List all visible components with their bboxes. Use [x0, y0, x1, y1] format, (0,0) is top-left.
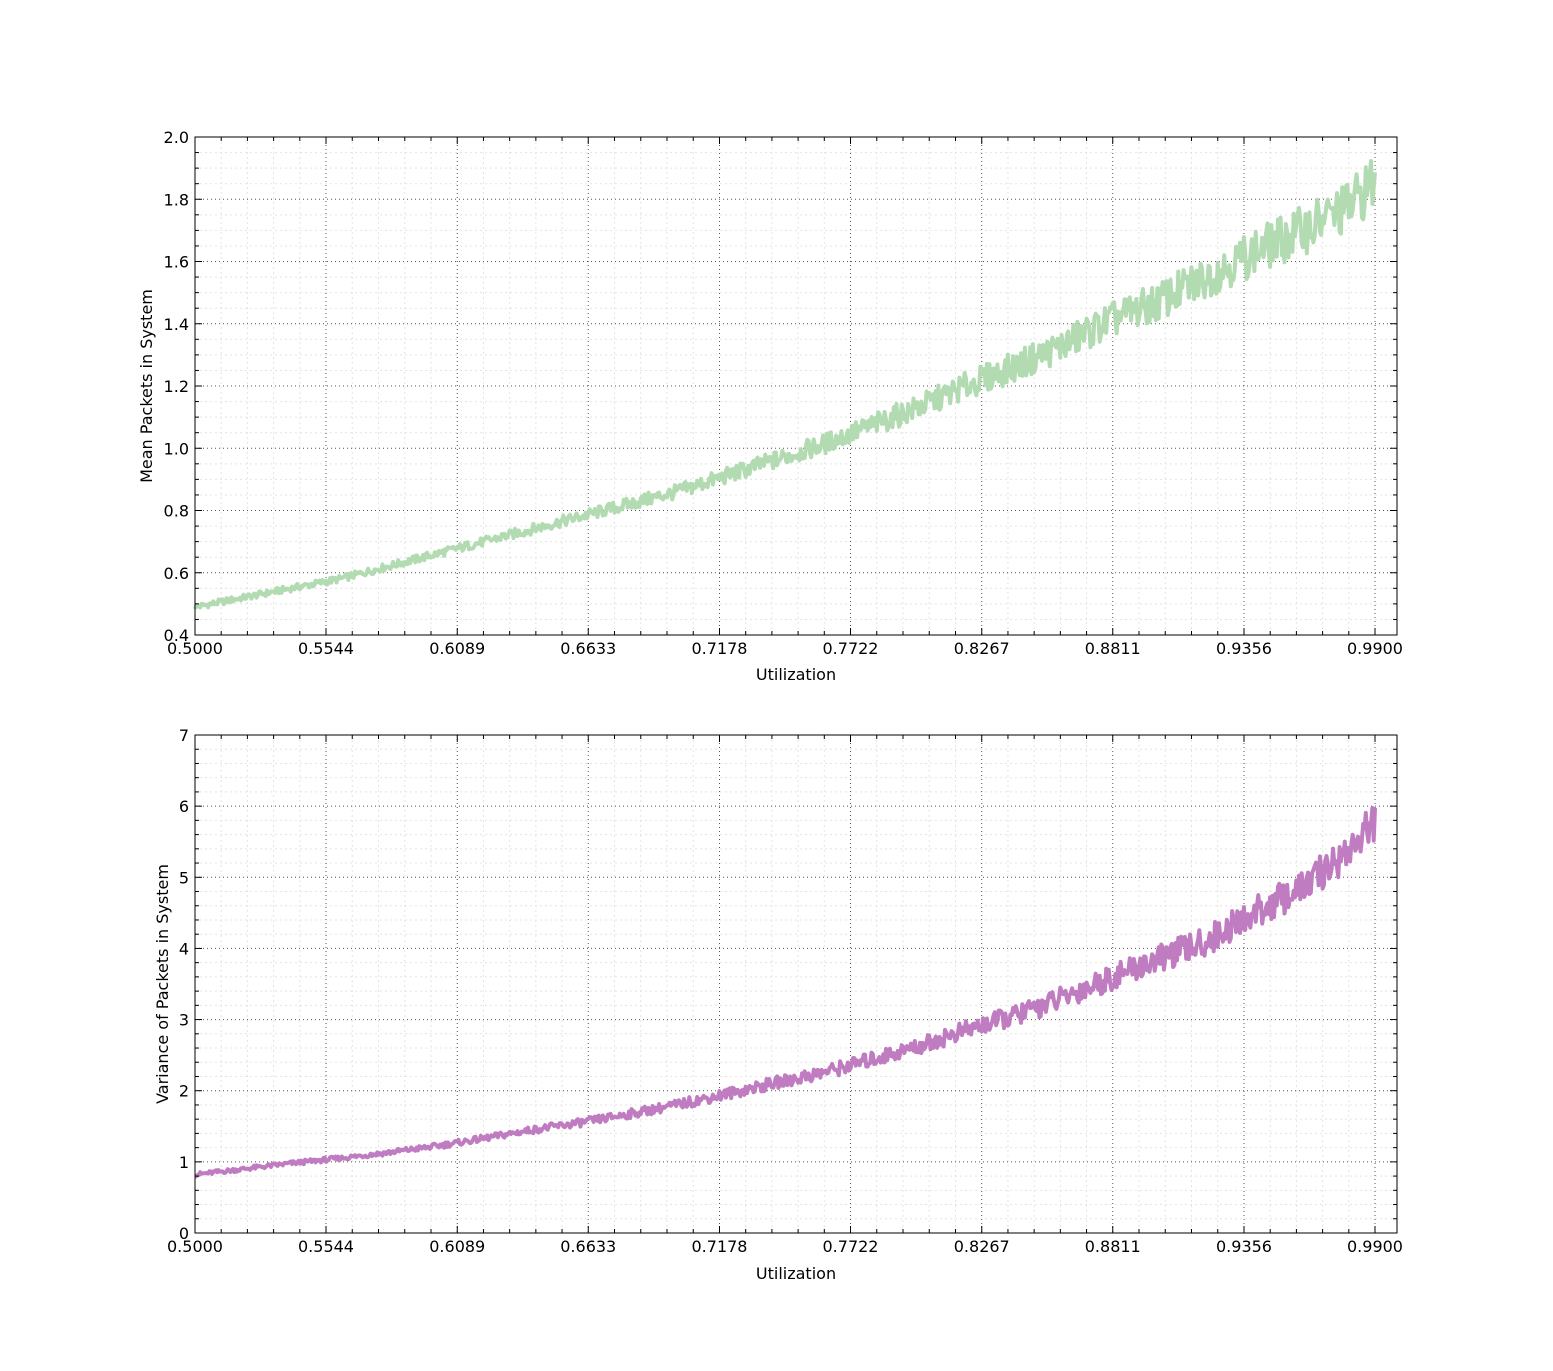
x-axis-label: Utilization: [756, 665, 836, 684]
x-tick-label: 0.6633: [560, 1237, 616, 1256]
major-grid: [194, 136, 1397, 636]
plot-frame: [194, 734, 1398, 1234]
y-tick-label: 1.6: [164, 253, 189, 272]
y-tick-label: 6: [179, 797, 189, 816]
x-tick-label: 0.5544: [298, 1237, 354, 1256]
series-layer: [194, 806, 1377, 1179]
y-tick-label: 3: [179, 1011, 189, 1030]
x-tick-label: 0.7178: [692, 1237, 748, 1256]
y-tick-labels: 0.4 0.6 0.8 1.0 1.2 1.4 1.6 1.8 2.0: [164, 128, 189, 645]
y-tick-label: 1.2: [164, 377, 189, 396]
x-tick-labels: 0.5000 0.5544 0.6089 0.6633 0.7178 0.7722 0.82…: [167, 1237, 1403, 1256]
y-tick-label: 4: [179, 939, 189, 958]
y-tick-label: 0.6: [164, 564, 189, 583]
y-tick-label: 2.0: [164, 128, 189, 147]
x-tick-label: 0.7178: [692, 639, 748, 658]
x-tick-label: 0.7722: [823, 639, 879, 658]
mean-packets-chart: 0.5000 0.5544 0.6089 0.6633 0.7178 0.7722 0.82…: [137, 128, 1403, 684]
y-tick-label: 1: [179, 1153, 189, 1172]
x-tick-label: 0.9900: [1347, 1237, 1403, 1256]
x-tick-label: 0.8811: [1085, 1237, 1141, 1256]
x-tick-label: 0.6633: [560, 639, 616, 658]
x-tick-label: 0.7722: [823, 1237, 879, 1256]
series-layer: [193, 159, 1377, 610]
x-tick-label: 0.9900: [1347, 639, 1403, 658]
series-line: [193, 159, 1377, 610]
x-tick-label: 0.9356: [1216, 1237, 1272, 1256]
minor-grid: [195, 735, 1397, 1233]
x-tick-label: 0.5544: [298, 639, 354, 658]
y-axis-label: Mean Packets in System: [137, 289, 156, 483]
x-tick-label: 0.6089: [429, 1237, 485, 1256]
y-tick-label: 0.8: [164, 502, 189, 521]
y-tick-label: 5: [179, 868, 189, 887]
y-tick-label: 0.4: [164, 626, 189, 645]
x-axis-label: Utilization: [756, 1264, 836, 1283]
y-tick-labels: 0 1 2 3 4 5 6 7: [179, 726, 189, 1243]
x-tick-label: 0.5000: [167, 1237, 223, 1256]
y-axis-label: Variance of Packets in System: [153, 864, 172, 1104]
x-tick-label: 0.8811: [1085, 639, 1141, 658]
y-tick-label: 2: [179, 1082, 189, 1101]
series-line: [194, 806, 1377, 1179]
x-tick-label: 0.8267: [954, 1237, 1010, 1256]
ticks: [194, 734, 1397, 1234]
x-tick-label: 0.9356: [1216, 639, 1272, 658]
variance-packets-chart: 0.5000 0.5544 0.6089 0.6633 0.7178 0.7722 0.82…: [153, 726, 1403, 1283]
y-tick-label: 1.0: [164, 439, 189, 458]
y-tick-label: 1.8: [164, 190, 189, 209]
x-tick-label: 0.6089: [429, 639, 485, 658]
ticks: [194, 136, 1397, 636]
y-tick-label: 1.4: [164, 315, 189, 334]
x-tick-label: 0.8267: [954, 639, 1010, 658]
y-tick-label: 7: [179, 726, 189, 745]
y-tick-label: 0: [179, 1224, 189, 1243]
x-tick-labels: 0.5000 0.5544 0.6089 0.6633 0.7178 0.7722 0.82…: [167, 639, 1403, 658]
major-grid: [194, 734, 1397, 1234]
x-tick-label: 0.5000: [167, 639, 223, 658]
